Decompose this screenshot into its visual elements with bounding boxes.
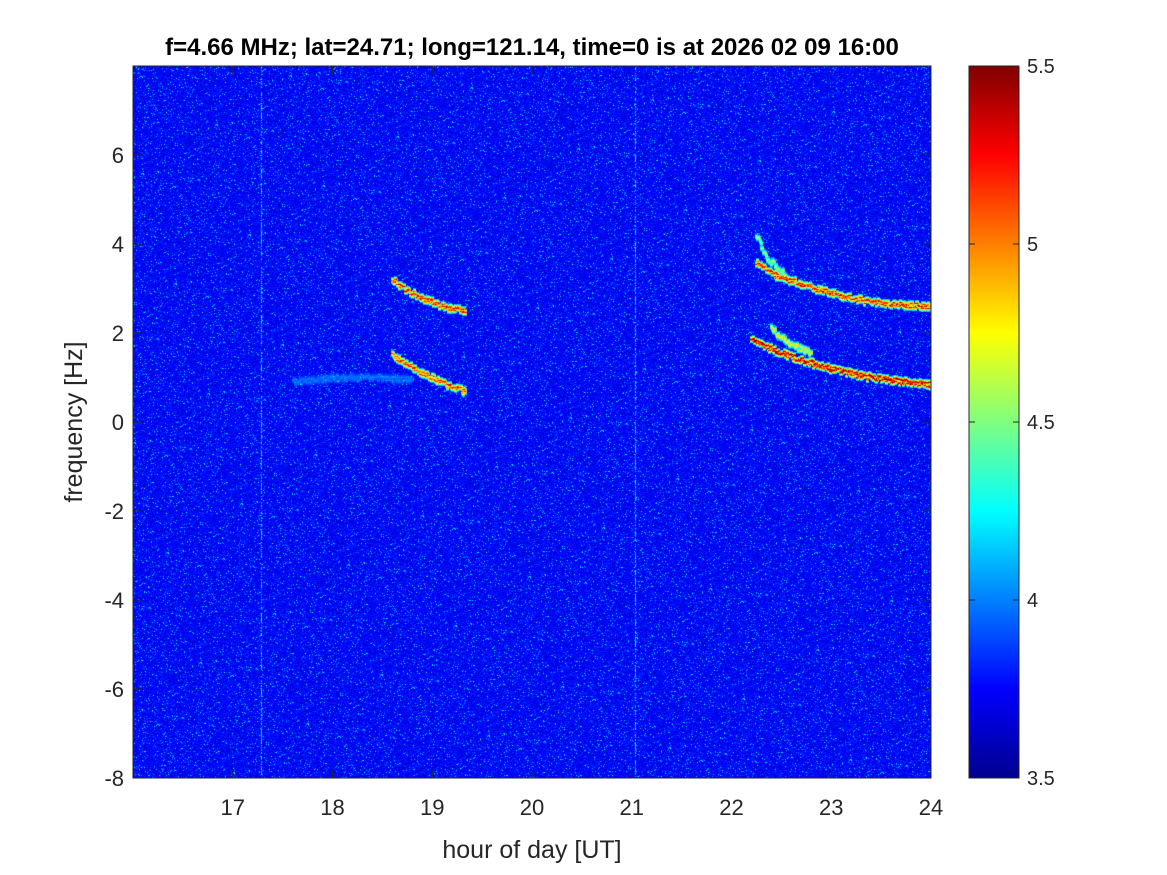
colorbar-tick-label: 5.5 bbox=[1027, 56, 1055, 78]
y-tick-label: 0 bbox=[112, 410, 124, 435]
y-tick-label: -2 bbox=[104, 499, 124, 524]
y-tick-label: 2 bbox=[112, 321, 124, 346]
colorbar-ticks: 3.5 4 4.5 5 5.5 bbox=[969, 56, 1055, 790]
x-tick-label: 20 bbox=[520, 795, 544, 820]
plot-area bbox=[132, 65, 932, 779]
colorbar-tick-label: 5 bbox=[1027, 234, 1038, 256]
colorbar-tick-label: 4.5 bbox=[1027, 412, 1055, 434]
y-tick-label: -4 bbox=[104, 588, 124, 613]
y-axis-label: frequency [Hz] bbox=[60, 341, 88, 502]
y-tick-label: -8 bbox=[104, 766, 124, 791]
colorbar-tick-label: 4 bbox=[1027, 590, 1038, 612]
y-axis: -8 -6 -4 -2 0 2 4 6 bbox=[104, 143, 931, 791]
x-tick-label: 19 bbox=[420, 795, 444, 820]
y-tick-label: 6 bbox=[112, 143, 124, 168]
x-tick-label: 18 bbox=[320, 795, 344, 820]
y-tick-label: 4 bbox=[112, 232, 124, 257]
x-tick-label: 22 bbox=[719, 795, 743, 820]
spectrogram-heatmap bbox=[133, 66, 931, 778]
colorbar-gradient bbox=[968, 65, 1020, 779]
y-tick-label: -6 bbox=[104, 677, 124, 702]
x-axis-label: hour of day [UT] bbox=[442, 836, 621, 864]
colorbar-tick-label: 3.5 bbox=[1027, 768, 1055, 790]
x-tick-label: 24 bbox=[919, 795, 943, 820]
chart-title: f=4.66 MHz; lat=24.71; long=121.14, time… bbox=[165, 34, 899, 61]
x-tick-label: 17 bbox=[221, 795, 245, 820]
x-axis: 17 18 19 20 21 22 23 24 bbox=[221, 66, 943, 820]
x-tick-label: 23 bbox=[819, 795, 843, 820]
colorbar: 3.5 4 4.5 5 5.5 bbox=[968, 56, 1055, 790]
x-tick-label: 21 bbox=[620, 795, 644, 820]
